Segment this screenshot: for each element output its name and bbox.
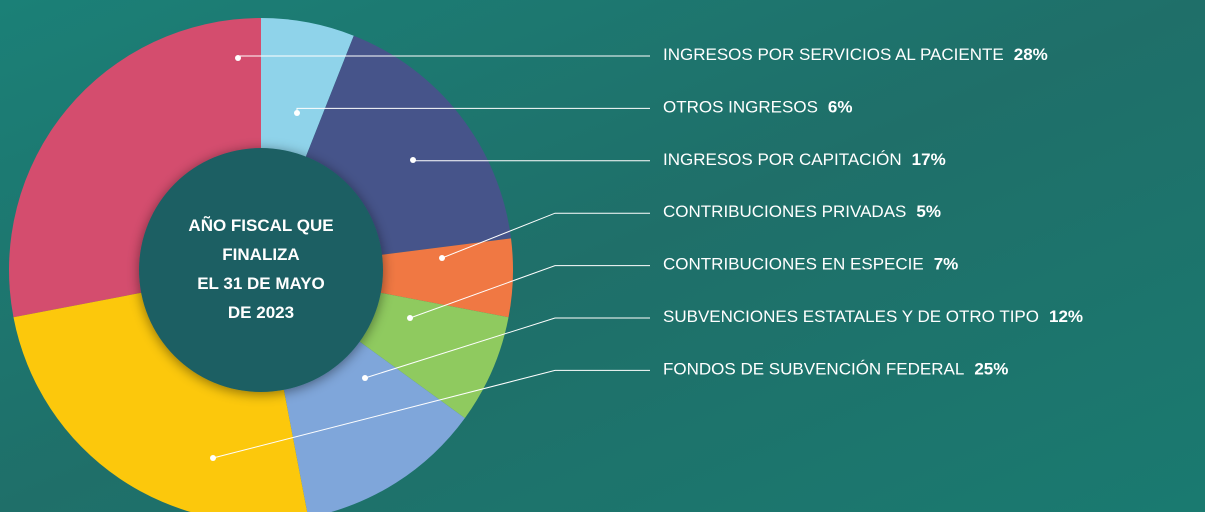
- legend-entry: SUBVENCIONES ESTATALES Y DE OTRO TIPO 12%: [663, 307, 1083, 326]
- legend-label: FONDOS DE SUBVENCIÓN FEDERAL: [663, 360, 964, 379]
- legend-label: CONTRIBUCIONES PRIVADAS: [663, 203, 906, 222]
- leader-line: [409, 265, 650, 319]
- legend-entry: INGRESOS POR CAPITACIÓN 17%: [663, 150, 946, 169]
- center-text: DE 2023: [228, 303, 294, 322]
- legend-entry: INGRESOS POR SERVICIOS AL PACIENTE 28%: [663, 45, 1048, 64]
- leader-dot: [407, 315, 413, 321]
- center-circle: [139, 148, 383, 392]
- legend-entry: FONDOS DE SUBVENCIÓN FEDERAL 25%: [663, 360, 1008, 379]
- legend-value: 28%: [1014, 45, 1048, 64]
- center-label: AÑO FISCAL QUE FINALIZA EL 31 DE MAYO DE 20…: [188, 215, 333, 322]
- slice: [261, 238, 513, 318]
- legend-label: OTROS INGRESOS: [663, 98, 818, 117]
- legend-entry: CONTRIBUCIONES EN ESPECIE 7%: [663, 255, 958, 274]
- leader-line: [441, 212, 650, 259]
- legend-entry: OTROS INGRESOS 6%: [663, 98, 853, 117]
- legend: INGRESOS POR SERVICIOS AL PACIENTE 28% OTR…: [210, 45, 1083, 461]
- leader-dot: [439, 255, 445, 261]
- legend-value: 25%: [974, 360, 1008, 379]
- center-text: AÑO FISCAL QUE: [188, 215, 333, 235]
- leader-line: [212, 369, 650, 459]
- legend-label: INGRESOS POR CAPITACIÓN: [663, 150, 902, 169]
- center-text: FINALIZA: [222, 245, 299, 264]
- leader-dot: [362, 375, 368, 381]
- legend-label: CONTRIBUCIONES EN ESPECIE: [663, 255, 924, 274]
- legend-value: 5%: [916, 203, 941, 222]
- legend-value: 7%: [934, 255, 959, 274]
- leader-dot: [235, 55, 241, 61]
- legend-entry: CONTRIBUCIONES PRIVADAS 5%: [663, 203, 941, 222]
- legend-label: SUBVENCIONES ESTATALES Y DE OTRO TIPO: [663, 307, 1039, 326]
- center-text: EL 31 DE MAYO: [197, 274, 325, 293]
- leader-dot: [294, 110, 300, 116]
- legend-value: 17%: [912, 150, 946, 169]
- legend-value: 12%: [1049, 307, 1083, 326]
- leader-line: [364, 317, 650, 379]
- leader-dot: [210, 455, 216, 461]
- legend-value: 6%: [828, 98, 853, 117]
- leader-dot: [410, 157, 416, 163]
- legend-label: INGRESOS POR SERVICIOS AL PACIENTE: [663, 45, 1004, 64]
